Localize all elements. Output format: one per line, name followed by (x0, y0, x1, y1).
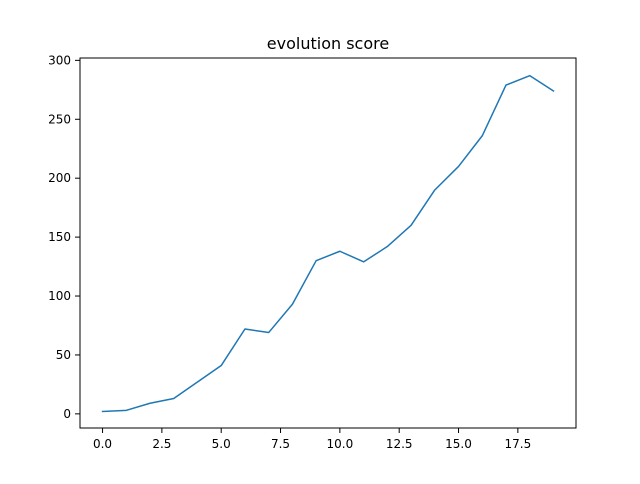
y-tick-label: 150 (48, 230, 71, 244)
x-axis: 0.0 2.5 5.0 7.5 10.0 12.5 15.0 17.5 (93, 428, 531, 451)
x-tick-label: 17.5 (504, 437, 531, 451)
y-tick-label: 250 (48, 112, 71, 126)
y-axis: 0 50 100 150 200 250 300 (48, 53, 80, 421)
x-tick-label: 2.5 (152, 437, 171, 451)
plot-frame (79, 57, 577, 429)
x-tick-label: 12.5 (386, 437, 413, 451)
x-tick-label: 10.0 (327, 437, 354, 451)
plot-area (101, 74, 555, 413)
y-tick-label: 200 (48, 171, 71, 185)
x-tick-label: 0.0 (93, 437, 112, 451)
series-line (101, 74, 555, 413)
x-tick-label: 5.0 (212, 437, 231, 451)
x-tick-label: 7.5 (271, 437, 290, 451)
y-tick-label: 50 (56, 348, 71, 362)
y-tick-label: 100 (48, 289, 71, 303)
chart-title: evolution score (267, 34, 389, 53)
y-tick-label: 0 (63, 407, 71, 421)
x-tick-label: 15.0 (445, 437, 472, 451)
y-tick-label: 300 (48, 53, 71, 67)
